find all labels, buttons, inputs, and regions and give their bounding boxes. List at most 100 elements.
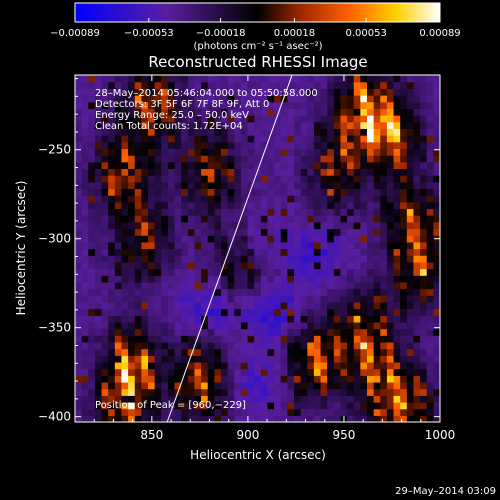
heatmap-cell (400, 101, 408, 109)
heatmap-cell (247, 348, 255, 356)
heatmap-cell (274, 221, 282, 230)
heatmap-cell (386, 321, 395, 330)
heatmap-cell (413, 361, 421, 370)
heatmap-cell (340, 108, 348, 116)
heatmap-cell (313, 81, 322, 89)
heatmap-cell (267, 415, 275, 422)
heatmap-cell (300, 195, 308, 203)
heatmap-cell (141, 135, 149, 143)
heatmap-cell (141, 128, 149, 136)
heatmap-cell (287, 115, 295, 123)
heatmap-cell (267, 148, 275, 156)
heatmap-cell (393, 401, 401, 410)
heatmap-cell (101, 195, 109, 203)
heatmap-cell (128, 288, 136, 296)
heatmap-cell (194, 308, 202, 316)
heatmap-cell (214, 341, 222, 350)
heatmap-cell (194, 281, 202, 290)
heatmap-cell (360, 381, 368, 390)
heatmap-cell (141, 408, 149, 416)
heatmap-cell (353, 101, 361, 109)
heatmap-cell (393, 255, 401, 263)
heatmap-cell (154, 241, 162, 250)
heatmap-cell (313, 141, 322, 149)
heatmap-cell (128, 261, 136, 270)
heatmap-cell (128, 88, 136, 96)
heatmap-cell (128, 355, 136, 363)
heatmap-cell (134, 315, 142, 323)
heatmap-cell (360, 295, 368, 303)
heatmap-cell (386, 368, 395, 376)
heatmap-cell (307, 228, 315, 236)
heatmap-cell (214, 275, 222, 283)
heatmap-cell (300, 161, 308, 170)
heatmap-cell (221, 388, 229, 396)
heatmap-cell (393, 188, 401, 196)
heatmap-cell (287, 415, 295, 422)
heatmap-cell (367, 241, 375, 250)
heatmap-cell (88, 315, 96, 323)
heatmap-cell (280, 195, 288, 203)
heatmap-cell (101, 361, 109, 370)
heatmap-cell (128, 161, 136, 170)
heatmap-cell (108, 301, 116, 310)
heatmap-cell (413, 388, 421, 396)
heatmap-cell (340, 228, 348, 236)
heatmap-cell (108, 395, 116, 403)
heatmap-cell (360, 108, 368, 116)
heatmap-cell (94, 381, 103, 390)
heatmap-cell (81, 128, 89, 136)
heatmap-cell (154, 415, 162, 422)
heatmap-cell (274, 281, 282, 290)
heatmap-cell (413, 121, 421, 129)
heatmap-cell (234, 408, 242, 416)
heatmap-cell (333, 255, 342, 263)
heatmap-cell (181, 161, 189, 170)
heatmap-cell (340, 135, 348, 143)
heatmap-cell (260, 388, 269, 396)
heatmap-cell (300, 268, 308, 276)
heatmap-cell (227, 361, 235, 370)
heatmap-cell (167, 315, 176, 323)
heatmap-cell (154, 328, 162, 336)
heatmap-cell (101, 328, 109, 336)
heatmap-cell (94, 255, 103, 263)
heatmap-cell (420, 208, 428, 216)
heatmap-cell (148, 221, 156, 230)
heatmap-cell (174, 348, 182, 356)
heatmap-cell (380, 401, 388, 410)
heatmap-cell (240, 141, 249, 149)
heatmap-cell (167, 381, 176, 390)
heatmap-cell (134, 361, 142, 370)
heatmap-cell (121, 261, 129, 270)
heatmap-cell (94, 261, 103, 270)
heatmap-cell (94, 388, 103, 396)
heatmap-cell (227, 401, 235, 410)
heatmap-cell (367, 175, 375, 183)
heatmap-cell (400, 208, 408, 216)
heatmap-cell (347, 308, 355, 316)
heatmap-cell (187, 175, 196, 183)
heatmap-cell (360, 261, 368, 270)
heatmap-cell (353, 301, 361, 310)
heatmap-cell (114, 415, 123, 422)
heatmap-cell (260, 341, 269, 350)
heatmap-cell (353, 395, 361, 403)
heatmap-cell (247, 281, 255, 290)
heatmap-cell (207, 408, 215, 416)
heatmap-cell (240, 208, 249, 216)
heatmap-cell (181, 415, 189, 422)
heatmap-cell (267, 115, 275, 123)
solar-limb-line (166, 75, 293, 422)
heatmap-cell (88, 381, 96, 390)
x-tick-label: 950 (332, 428, 355, 442)
heatmap-cell (380, 381, 388, 390)
heatmap-cell (207, 335, 215, 343)
heatmap-cell (221, 101, 229, 109)
heatmap-cell (380, 308, 388, 316)
heatmap-cell (393, 175, 401, 183)
heatmap-cell (254, 268, 262, 276)
heatmap-cell (88, 208, 96, 216)
heatmap-cell (121, 288, 129, 296)
heatmap-cell (367, 321, 375, 330)
